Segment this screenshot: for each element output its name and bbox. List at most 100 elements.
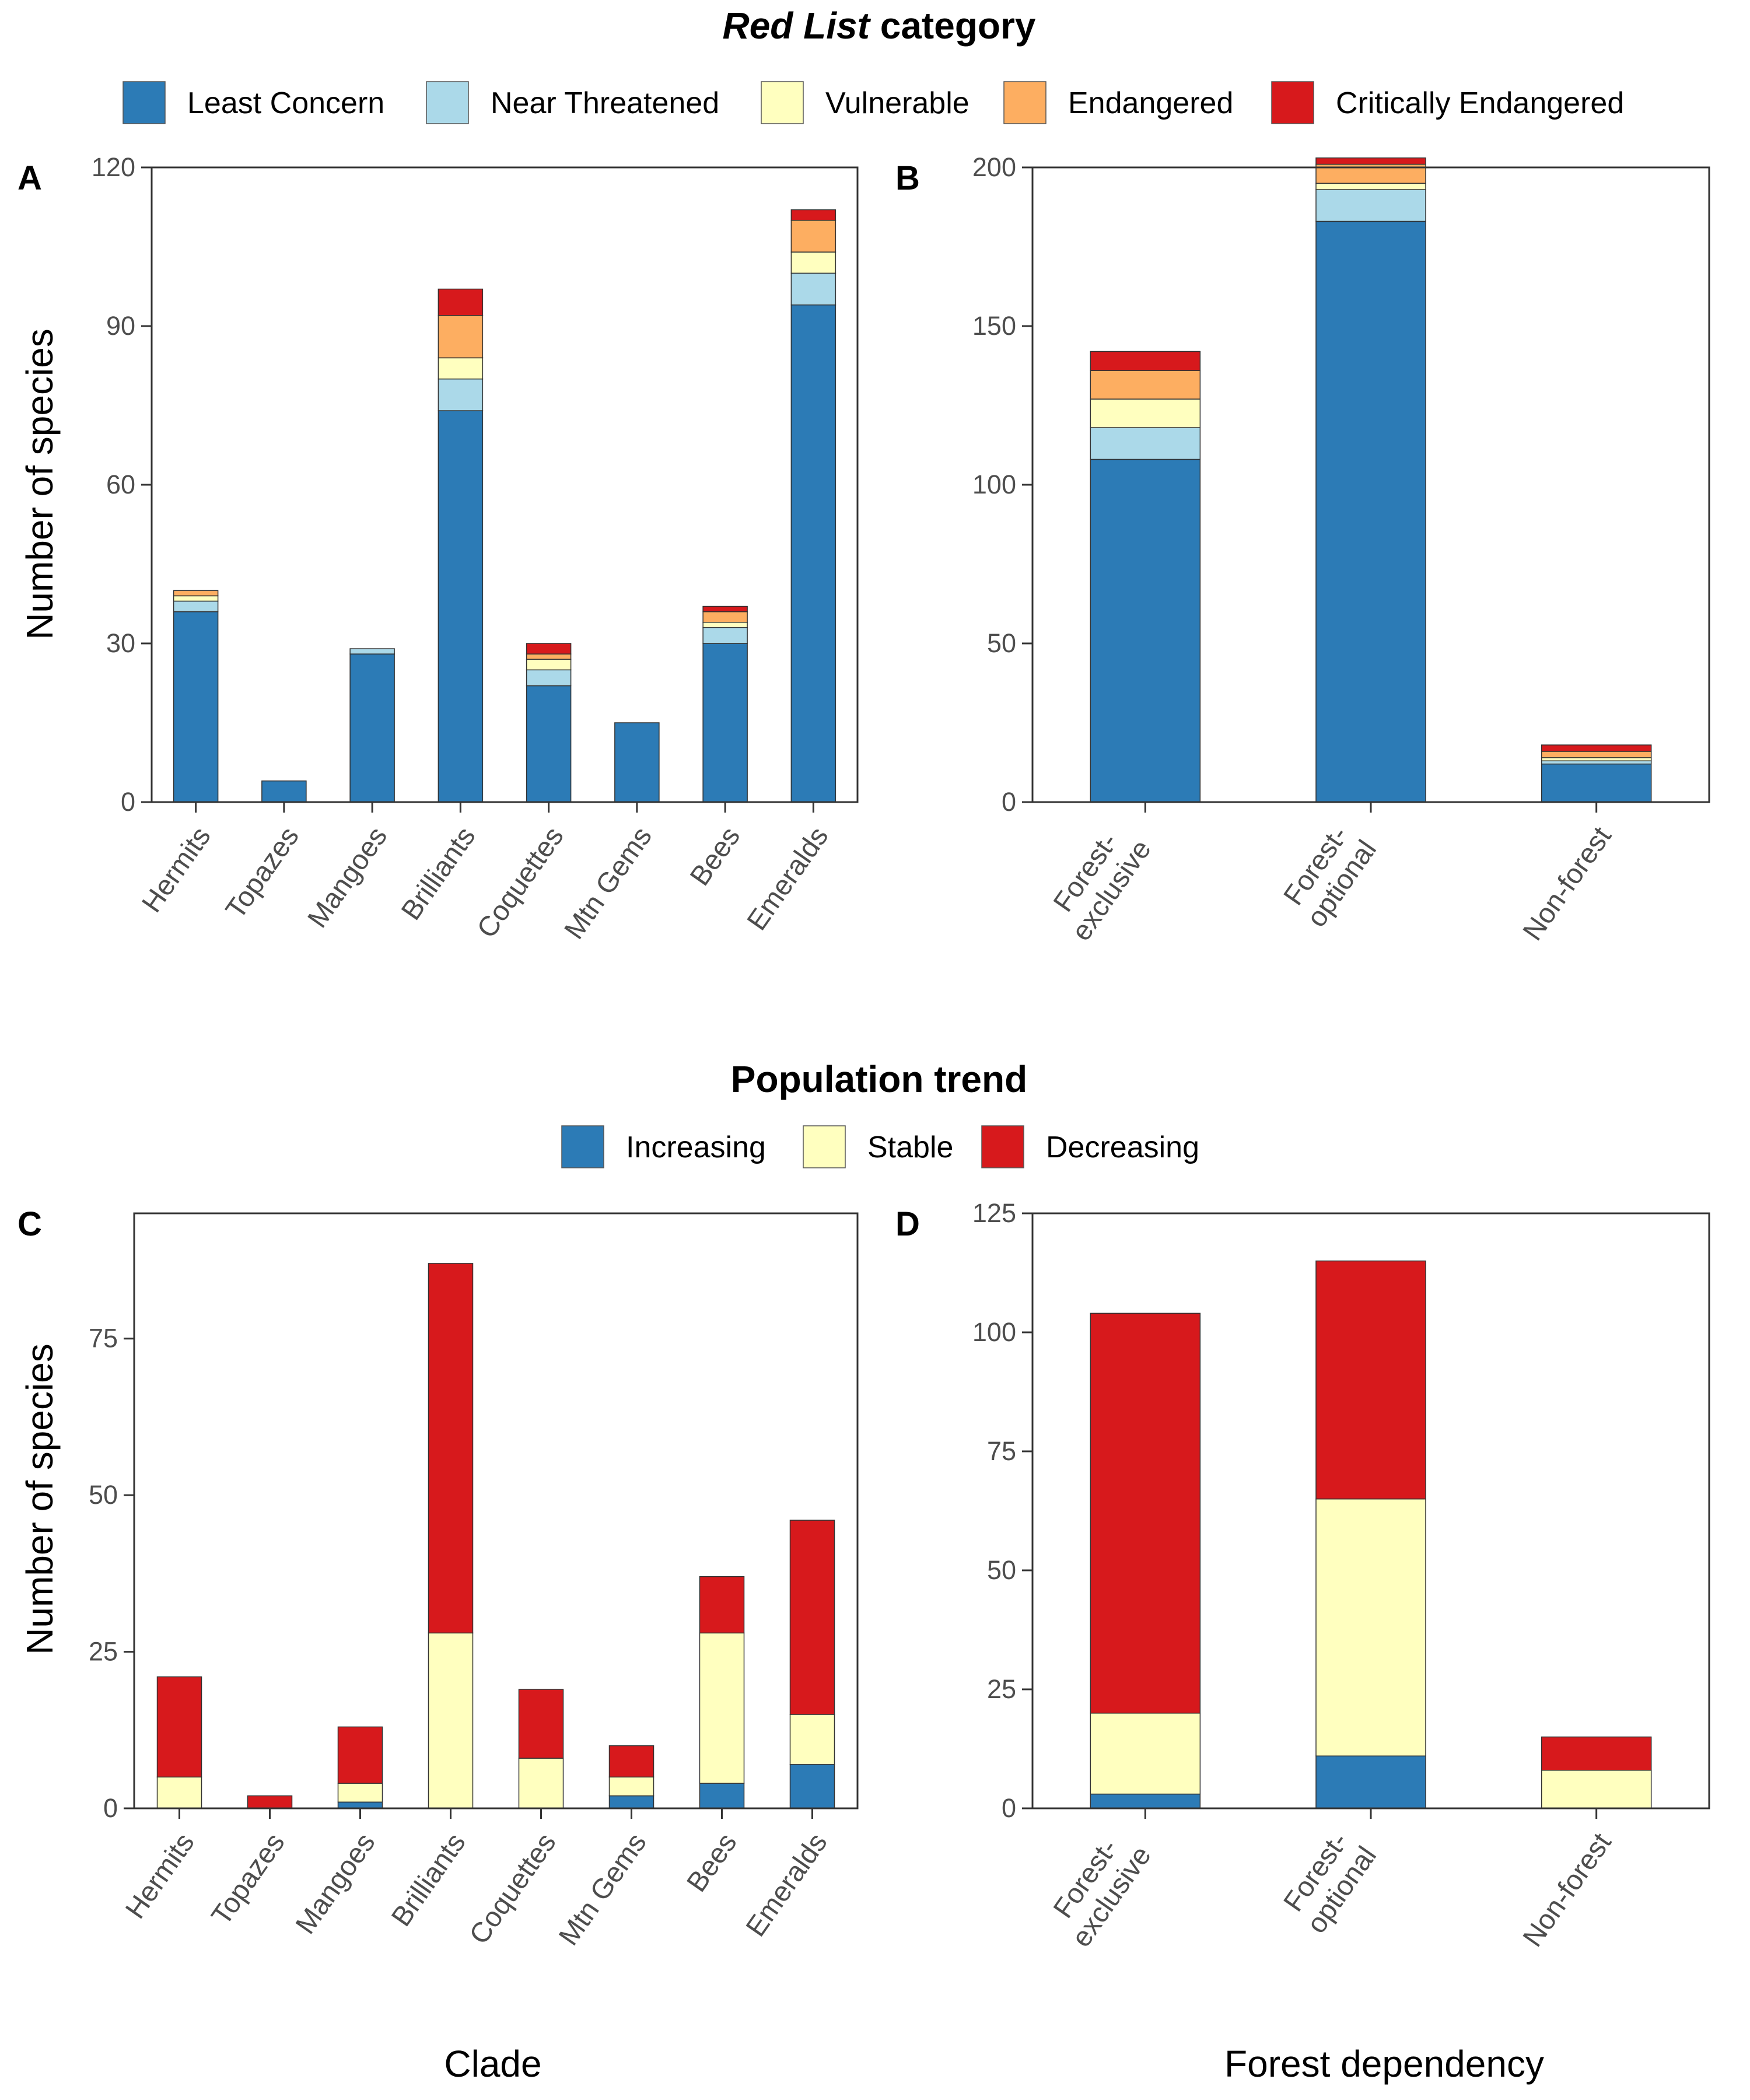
panel-c-ytick-label: 0: [103, 1793, 118, 1823]
panel-c-bar-mtn-gems-decreasing: [608, 1745, 654, 1778]
legend-redlist-items: Least Concern Near Threatened Vulnerable En…: [123, 81, 1624, 124]
panel-a-bar-emeralds-vulnerable: [790, 251, 836, 274]
legend-redlist-label-critically-endangered: Critically Endangered: [1336, 86, 1624, 120]
panel-a-bar-brilliants-least-concern: [438, 410, 484, 803]
panel-b-bar-non-forest-near-threatened: [1541, 760, 1652, 765]
panel-c-xtick-label-line: Mtn Gems: [553, 1828, 652, 1951]
panel-b-bar-forest-exclusive-near-threatened: [1090, 427, 1201, 460]
panel-a-xtick-label: Hermits: [136, 821, 216, 918]
panel-d-ytick-label: 125: [972, 1198, 1016, 1228]
panel-a-xtick-label: Topazes: [220, 821, 305, 925]
panel-d-bar-non-forest-decreasing: [1541, 1736, 1652, 1771]
panel-c-bar-mangoes-decreasing: [337, 1726, 383, 1784]
panel-b-chart: B 0 50 100 150 200 Forest-exclusive Forest-opti…: [895, 152, 1710, 947]
legend-redlist-title: Red List category: [722, 5, 1035, 47]
panel-a-xtick-label-line: Topazes: [220, 821, 305, 925]
panel-c-xtick-label: Mtn Gems: [553, 1828, 652, 1951]
panel-a-bar-mangoes-near-threatened: [349, 648, 395, 654]
panel-c-bar-bees-increasing: [699, 1783, 745, 1809]
panel-a-bar-topazes-least-concern: [261, 780, 307, 803]
panel-a-bar-brilliants-near-threatened: [438, 378, 484, 411]
panel-d-bar-forest-optional-increasing: [1315, 1755, 1426, 1809]
legend-redlist-key-critically-endangered: [1271, 81, 1314, 124]
panel-a-bar-brilliants-endangered: [438, 315, 484, 359]
panel-c-bar-emeralds-stable: [789, 1714, 835, 1765]
panel-a-bar-hermits-least-concern: [173, 611, 219, 803]
panel-c-xtick-label-line: Emeralds: [740, 1828, 834, 1942]
legend-trend-title: Population trend: [731, 1058, 1027, 1100]
panel-c-xtick-label: Bees: [681, 1828, 743, 1898]
panel-a-bar-emeralds-endangered: [790, 219, 836, 253]
legend-redlist-label-least-concern: Least Concern: [187, 86, 384, 120]
panel-a-xtick-label: Mangoes: [302, 821, 394, 933]
panel-b-bar-non-forest-critically-endangered: [1541, 744, 1652, 752]
panel-a-bar-emeralds-critically-endangered: [790, 209, 836, 221]
panel-a-bar-coquettes-endangered: [526, 653, 572, 660]
panel-d-xtick-label: Non-forest: [1517, 1828, 1618, 1952]
panel-a-xtick-label-line: Hermits: [136, 821, 216, 918]
panel-a-bar-brilliants-critically-endangered: [438, 288, 484, 316]
panel-b-ytick-label: 100: [972, 470, 1016, 499]
panel-c-bar-mtn-gems-increasing: [608, 1795, 654, 1809]
panel-c-ytick-label: 75: [89, 1324, 118, 1353]
panel-a-xtick-label-line: Brilliants: [396, 821, 481, 926]
legend-trend-items: Increasing Stable Decreasing: [561, 1125, 1199, 1168]
x-axis-label-forest: Forest dependency: [1224, 2043, 1544, 2085]
panel-a-xtick-label: Emeralds: [741, 821, 835, 936]
panel-a-ytick-label: 120: [92, 152, 135, 182]
panel-d-bar-forest-exclusive-decreasing: [1090, 1312, 1201, 1714]
panel-c-bar-bees-stable: [699, 1632, 745, 1784]
legend-trend: Population trend Increasing Stable Decreas…: [561, 1058, 1199, 1168]
legend-trend-label-increasing: Increasing: [626, 1130, 766, 1164]
panel-a-xtick-label-line: Mtn Gems: [559, 821, 658, 945]
panel-c-xtick-label: Topazes: [206, 1828, 291, 1931]
panel-c-bar-bees-decreasing: [699, 1576, 745, 1634]
panel-a-bar-emeralds-least-concern: [790, 304, 836, 803]
panel-c-bar-brilliants-decreasing: [428, 1263, 474, 1634]
panel-b-letter: B: [895, 159, 920, 197]
panel-d-ytick-label: 50: [987, 1555, 1016, 1585]
panel-c-xtick-label-line: Brilliants: [386, 1828, 471, 1932]
panel-a-bar-bees-least-concern: [702, 643, 748, 803]
legend-trend-key-decreasing: [981, 1125, 1024, 1168]
panel-c-frame: [133, 1212, 859, 1810]
panel-a-ytick-label: 0: [121, 787, 135, 817]
panel-a-bar-bees-near-threatened: [702, 627, 748, 644]
legend-redlist-key-least-concern: [123, 81, 166, 124]
panel-b-bar-forest-optional-near-threatened: [1315, 189, 1426, 222]
panel-d-bar-forest-optional-stable: [1315, 1498, 1426, 1756]
panel-b-bar-forest-exclusive-least-concern: [1090, 459, 1201, 803]
panel-b-bar-non-forest-least-concern: [1541, 763, 1652, 803]
panel-a-bar-mangoes-least-concern: [349, 653, 395, 803]
panel-a-bar-coquettes-least-concern: [526, 685, 572, 803]
panel-d-chart: D 0 25 50 75 100 125 Forest-exclusive Forest-opt…: [895, 1198, 1710, 1953]
panel-d-ytick-label: 75: [987, 1436, 1016, 1466]
panel-b-xtick-label: Non-forest: [1517, 821, 1618, 946]
panel-a-bar-hermits-vulnerable: [173, 595, 219, 602]
legend-redlist-title-rest: category: [870, 5, 1036, 47]
panel-d-bar-forest-optional-decreasing: [1315, 1260, 1426, 1500]
panel-c-xtick-label: Hermits: [120, 1828, 200, 1924]
panel-d-bar-non-forest-stable: [1541, 1769, 1652, 1809]
panel-c-bar-coquettes-decreasing: [518, 1689, 564, 1759]
panel-b-ytick-label: 150: [972, 311, 1016, 341]
panel-c-xtick-label-line: Mangoes: [290, 1828, 382, 1940]
panel-b-ytick-label: 0: [1002, 787, 1016, 817]
legend-redlist-key-endangered: [1003, 81, 1046, 124]
panel-a-letter: A: [18, 159, 42, 197]
panel-c-ytick-label: 25: [89, 1637, 118, 1667]
panel-c-bar-mangoes-increasing: [337, 1801, 383, 1809]
panel-c-xtick-label: Coquettes: [464, 1828, 562, 1950]
panel-d-xtick-label: Forest-optional: [1275, 1823, 1382, 1939]
y-axis-label-top: Number of species: [19, 328, 61, 640]
panel-a-ytick-label: 90: [106, 311, 135, 341]
legend-redlist: Red List category Least Concern Near Thre…: [123, 5, 1624, 124]
panel-c-bar-hermits-stable: [156, 1776, 202, 1809]
panel-b-bar-forest-optional-critically-endangered: [1315, 157, 1426, 165]
panel-c-xtick-label: Mangoes: [290, 1828, 382, 1940]
panel-a-xtick-label: Brilliants: [396, 821, 481, 926]
panel-b-ytick-label: 200: [972, 152, 1016, 182]
panel-c-bar-emeralds-increasing: [789, 1764, 835, 1809]
